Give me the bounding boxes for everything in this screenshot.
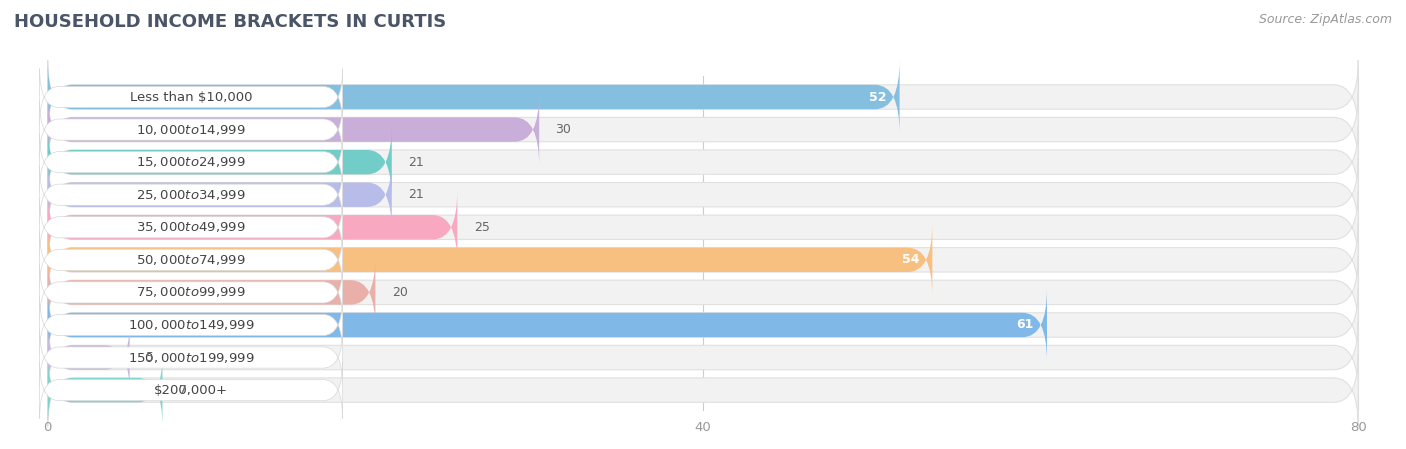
- Text: 61: 61: [1017, 318, 1033, 331]
- Text: $25,000 to $34,999: $25,000 to $34,999: [136, 188, 246, 202]
- FancyBboxPatch shape: [39, 329, 343, 386]
- FancyBboxPatch shape: [48, 256, 1358, 329]
- FancyBboxPatch shape: [48, 158, 392, 231]
- FancyBboxPatch shape: [48, 60, 900, 134]
- FancyBboxPatch shape: [48, 126, 392, 199]
- Text: 25: 25: [474, 221, 489, 234]
- FancyBboxPatch shape: [39, 69, 343, 126]
- FancyBboxPatch shape: [39, 296, 343, 353]
- FancyBboxPatch shape: [48, 93, 538, 166]
- Text: $75,000 to $99,999: $75,000 to $99,999: [136, 286, 246, 299]
- FancyBboxPatch shape: [39, 134, 343, 191]
- Text: $35,000 to $49,999: $35,000 to $49,999: [136, 220, 246, 234]
- FancyBboxPatch shape: [48, 223, 1358, 296]
- Text: 54: 54: [901, 253, 920, 266]
- FancyBboxPatch shape: [48, 288, 1358, 361]
- FancyBboxPatch shape: [48, 60, 1358, 134]
- Text: $10,000 to $14,999: $10,000 to $14,999: [136, 123, 246, 136]
- Text: $100,000 to $149,999: $100,000 to $149,999: [128, 318, 254, 332]
- FancyBboxPatch shape: [39, 199, 343, 256]
- FancyBboxPatch shape: [39, 264, 343, 321]
- Text: 21: 21: [408, 188, 423, 201]
- FancyBboxPatch shape: [39, 166, 343, 223]
- FancyBboxPatch shape: [48, 321, 129, 394]
- FancyBboxPatch shape: [48, 321, 1358, 394]
- Text: 52: 52: [869, 91, 886, 104]
- FancyBboxPatch shape: [39, 361, 343, 418]
- FancyBboxPatch shape: [39, 101, 343, 158]
- Text: 30: 30: [555, 123, 571, 136]
- FancyBboxPatch shape: [48, 353, 1358, 427]
- FancyBboxPatch shape: [48, 256, 375, 329]
- Text: Less than $10,000: Less than $10,000: [129, 91, 252, 104]
- Text: $50,000 to $74,999: $50,000 to $74,999: [136, 253, 246, 267]
- Text: 5: 5: [146, 351, 155, 364]
- Text: $200,000+: $200,000+: [155, 383, 228, 396]
- FancyBboxPatch shape: [48, 223, 932, 296]
- Text: 7: 7: [179, 383, 187, 396]
- FancyBboxPatch shape: [48, 288, 1047, 361]
- FancyBboxPatch shape: [39, 231, 343, 288]
- FancyBboxPatch shape: [48, 158, 1358, 231]
- Text: $150,000 to $199,999: $150,000 to $199,999: [128, 351, 254, 365]
- FancyBboxPatch shape: [48, 353, 163, 427]
- FancyBboxPatch shape: [48, 191, 1358, 264]
- Text: $15,000 to $24,999: $15,000 to $24,999: [136, 155, 246, 169]
- Text: Source: ZipAtlas.com: Source: ZipAtlas.com: [1258, 13, 1392, 26]
- Text: 21: 21: [408, 156, 423, 169]
- Text: HOUSEHOLD INCOME BRACKETS IN CURTIS: HOUSEHOLD INCOME BRACKETS IN CURTIS: [14, 13, 446, 31]
- FancyBboxPatch shape: [48, 191, 457, 264]
- Text: 20: 20: [392, 286, 408, 299]
- FancyBboxPatch shape: [48, 126, 1358, 199]
- FancyBboxPatch shape: [48, 93, 1358, 166]
